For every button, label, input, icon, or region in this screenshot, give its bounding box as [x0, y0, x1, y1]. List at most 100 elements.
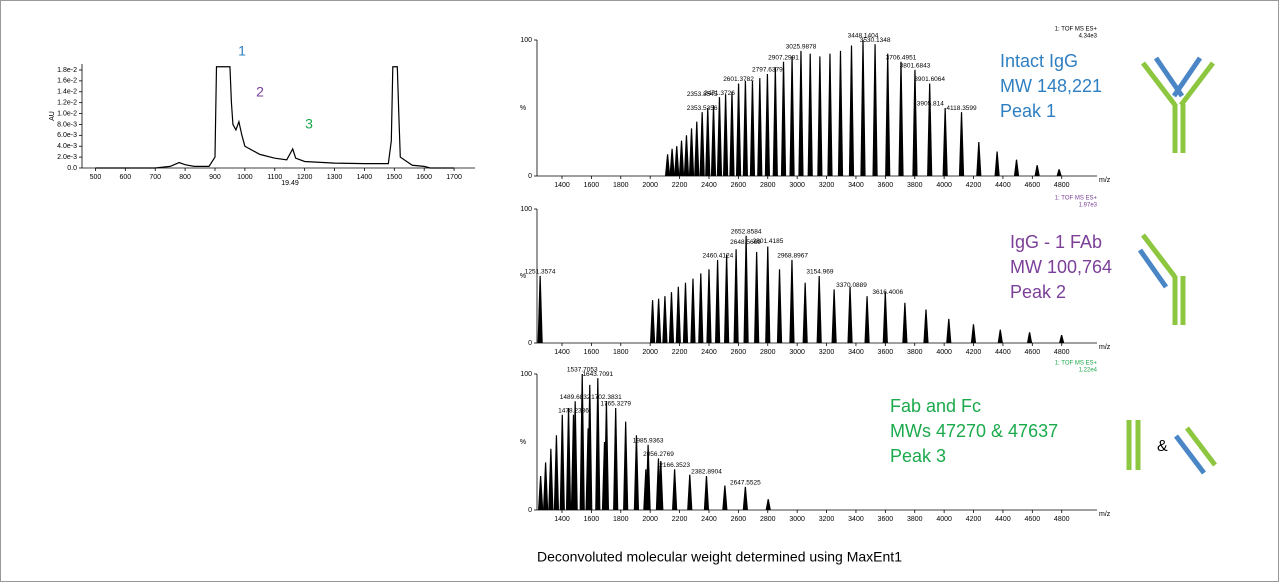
annotation: Intact IgG — [1000, 51, 1078, 71]
spectrum-peak — [872, 44, 878, 176]
spectrum-peak — [703, 476, 710, 510]
spectrum-peak — [742, 486, 748, 510]
x-tick-label: 3400 — [848, 349, 864, 356]
y-tick-label: 1.2e-2 — [57, 100, 77, 107]
spectrum-peak — [749, 80, 756, 176]
icon-intact-igg — [1141, 56, 1215, 153]
spectrum-peak — [1056, 169, 1062, 176]
spectrum-peak — [683, 135, 690, 176]
y-tick-label: 1.8e-2 — [57, 67, 77, 74]
x-tick-label: 2400 — [701, 349, 717, 356]
spectrum-peak — [837, 50, 844, 176]
spectrum-peak — [716, 97, 723, 176]
annotation: MWs 47270 & 47637 — [890, 421, 1058, 441]
spectrum-peak — [690, 278, 696, 343]
spectrum-peak — [623, 421, 629, 510]
x-tick-label: 4800 — [1054, 182, 1070, 189]
spectrum-peak — [672, 469, 678, 510]
spectrum-peak — [675, 286, 681, 343]
spectrum-peak — [789, 56, 795, 176]
y-tick-label: 100 — [520, 206, 532, 213]
spectrum-peak — [733, 249, 739, 343]
spectrum-peak — [579, 374, 585, 510]
x-tick-label: 2000 — [642, 516, 658, 523]
spectrum-peak — [902, 302, 908, 343]
spectrum-peak — [942, 108, 948, 176]
x-tick-label: 1600 — [584, 349, 600, 356]
spectrum-peak — [882, 292, 888, 343]
x-tick-label: 4200 — [966, 516, 982, 523]
spectrum-peak — [798, 50, 804, 176]
x-tick-label: 2200 — [672, 182, 688, 189]
spectrum-peak — [705, 108, 711, 176]
chromatogram-trace — [95, 66, 455, 169]
spectrum-peak — [927, 83, 933, 176]
spectrum-peak — [976, 142, 982, 176]
spectrum-peak — [587, 384, 593, 510]
x-tick-label: 2200 — [672, 349, 688, 356]
x-tick-label: 4600 — [1025, 182, 1041, 189]
y-tick-label: 1.4e-2 — [57, 89, 77, 96]
peak-label: 2353.5356 — [687, 105, 718, 112]
spectrum-peak — [772, 67, 778, 176]
spectrum-peak — [1034, 165, 1040, 176]
peak-label: 3025.9878 — [786, 44, 817, 51]
spectrum-peak — [537, 276, 543, 343]
spectrum-peak — [776, 269, 783, 343]
peak-number: 3 — [305, 116, 313, 132]
peak-label: 2601.3782 — [723, 76, 754, 83]
x-tick-label: 1800 — [613, 349, 629, 356]
x-tick-label: 500 — [90, 174, 102, 181]
spectrum-peak — [658, 461, 664, 510]
x-tick-label: 4800 — [1054, 516, 1070, 523]
spectrum-peak — [595, 378, 601, 510]
x-tick-label: 4400 — [995, 349, 1011, 356]
spectrum-peak — [706, 269, 712, 343]
spectrum-peak — [994, 151, 1000, 176]
peak-label: 2166.3523 — [659, 462, 690, 469]
peak-label: 1478.2386 — [558, 408, 589, 415]
peak-label: 1643.7091 — [582, 371, 613, 378]
peak-label: 4118.3599 — [946, 105, 977, 112]
spectrum-peak — [664, 154, 671, 176]
y-axis-label: % — [520, 105, 526, 112]
peak-label: 1251.3574 — [525, 269, 556, 276]
spectrum-peak — [780, 61, 787, 177]
spectrum-peak — [848, 45, 855, 176]
x-tick-label: 1300 — [327, 174, 343, 181]
spectrum-peak — [542, 462, 549, 510]
peak-label: 1537.7053 — [567, 367, 598, 374]
spectrum-scale: 4.34e3 — [1079, 34, 1098, 40]
caption: Deconvoluted molecular weight determined… — [537, 549, 902, 565]
x-tick-label: 800 — [179, 174, 191, 181]
spectrum-peak — [735, 83, 742, 176]
peak-label: 3370.0889 — [836, 282, 867, 289]
x-tick-label: 3400 — [848, 516, 864, 523]
spectrum-peak — [970, 324, 977, 343]
y-tick-label: 8.0e-3 — [57, 121, 77, 128]
x-tick-label: 3800 — [907, 349, 923, 356]
spectrum-peak — [603, 401, 610, 510]
x-tick-label: 1600 — [584, 182, 600, 189]
x-tick-label: 3200 — [819, 349, 835, 356]
spectrum-peak — [553, 435, 560, 510]
x-tick-label: 3600 — [878, 349, 894, 356]
spectrum-peak — [847, 286, 853, 343]
x-tick-label: 1000 — [237, 174, 253, 181]
spectrum-header: 1: TOF MS ES+ — [1055, 361, 1098, 367]
spectrum-peak — [757, 78, 763, 176]
x-tick-label: 4400 — [995, 182, 1011, 189]
spectrum-peak — [694, 121, 700, 176]
spectrum-header: 1: TOF MS ES+ — [1055, 196, 1098, 202]
spectrum-peak — [898, 61, 904, 177]
annotation: MW 100,764 — [1010, 257, 1112, 277]
x-tick-label: 3000 — [789, 182, 805, 189]
peak-label: 3706.4951 — [886, 54, 917, 61]
spectrum-header: 1: TOF MS ES+ — [1055, 27, 1098, 33]
peak-label: 1489.6832 — [560, 394, 591, 401]
x-tick-label: 2000 — [642, 349, 658, 356]
spectrum-peak — [723, 94, 729, 176]
spectrum-peak — [743, 235, 749, 343]
peak-label: 2797.6379 — [752, 67, 783, 74]
x-tick-label: 1800 — [613, 182, 629, 189]
